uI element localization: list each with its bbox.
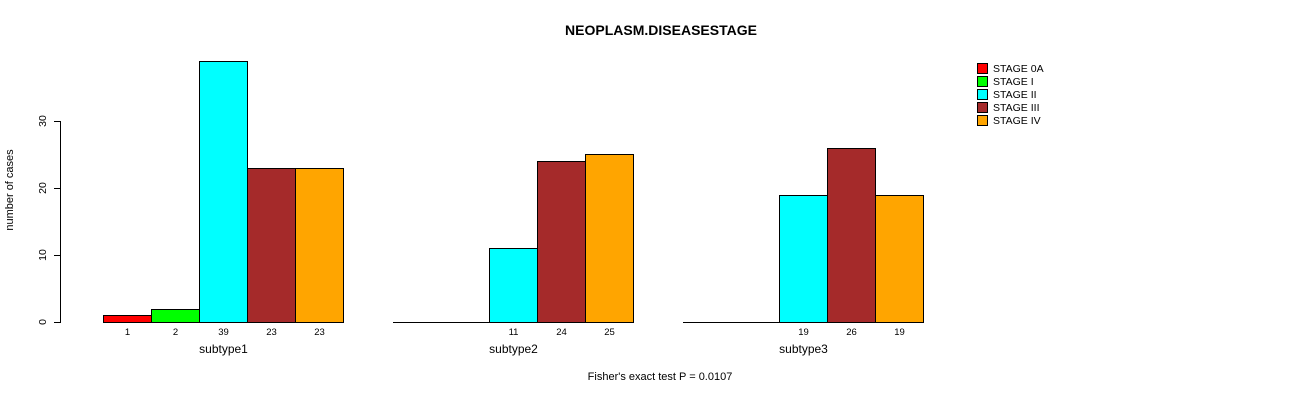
bar-value-label: 1: [124, 327, 131, 338]
y-tick-mark: [54, 255, 60, 256]
y-tick-label: 0: [37, 319, 49, 325]
legend-swatch: [977, 102, 988, 113]
bar-value-label: 23: [266, 327, 277, 338]
bar-value-label: 39: [218, 327, 229, 338]
legend-label: STAGE III: [993, 101, 1040, 114]
legend-swatch: [977, 115, 988, 126]
bar-stage-i-subtype1: [151, 309, 200, 323]
bar-stage-ii-subtype2: [489, 248, 538, 323]
bar-value-label: 19: [894, 327, 905, 338]
y-tick-label: 20: [37, 182, 49, 194]
y-tick-label: 10: [37, 249, 49, 261]
y-tick-label: 30: [37, 115, 49, 127]
bar-value-label: 24: [556, 327, 567, 338]
bar-stage-iv-subtype2: [585, 154, 634, 323]
bar-value-label: 26: [846, 327, 857, 338]
legend-swatch: [977, 89, 988, 100]
legend: STAGE 0A STAGE I STAGE II STAGE III STAGE IV: [977, 62, 1044, 127]
bar-value-label: 2: [172, 327, 179, 338]
category-label-subtype1: subtype1: [199, 342, 248, 356]
legend-item: STAGE III: [977, 101, 1044, 114]
legend-swatch: [977, 63, 988, 74]
bar-stage-iv-subtype3: [875, 195, 924, 323]
category-label-subtype3: subtype3: [779, 342, 828, 356]
bar-value-label: 25: [604, 327, 615, 338]
y-axis-title: number of cases: [4, 149, 16, 231]
bar-stage-ii-subtype3: [779, 195, 828, 323]
bar-stage-iii-subtype3: [827, 148, 876, 323]
bar-stage-iii-subtype1: [247, 168, 296, 323]
legend-item: STAGE 0A: [977, 62, 1044, 75]
legend-item: STAGE II: [977, 88, 1044, 101]
fisher-test-note: Fisher's exact test P = 0.0107: [587, 371, 733, 383]
bar-stage-iii-subtype2: [537, 161, 586, 323]
bar-stage-iv-subtype1: [295, 168, 344, 323]
bar-stage-ii-subtype1: [199, 61, 248, 323]
bar-value-label: 19: [798, 327, 809, 338]
category-label-subtype2: subtype2: [489, 342, 538, 356]
legend-label: STAGE II: [993, 88, 1037, 101]
bar-value-label: 11: [508, 327, 519, 338]
legend-label: STAGE IV: [993, 114, 1041, 127]
legend-item: STAGE I: [977, 75, 1044, 88]
y-axis-line: [60, 121, 61, 323]
legend-item: STAGE IV: [977, 114, 1044, 127]
bar-stage-0a-subtype1: [103, 315, 152, 323]
y-tick-mark: [54, 121, 60, 122]
legend-label: STAGE 0A: [993, 62, 1044, 75]
y-tick-mark: [54, 188, 60, 189]
legend-swatch: [977, 76, 988, 87]
bar-value-label: 23: [314, 327, 325, 338]
y-tick-mark: [54, 322, 60, 323]
legend-label: STAGE I: [993, 75, 1034, 88]
chart-title: NEOPLASM.DISEASESTAGE: [565, 22, 757, 38]
